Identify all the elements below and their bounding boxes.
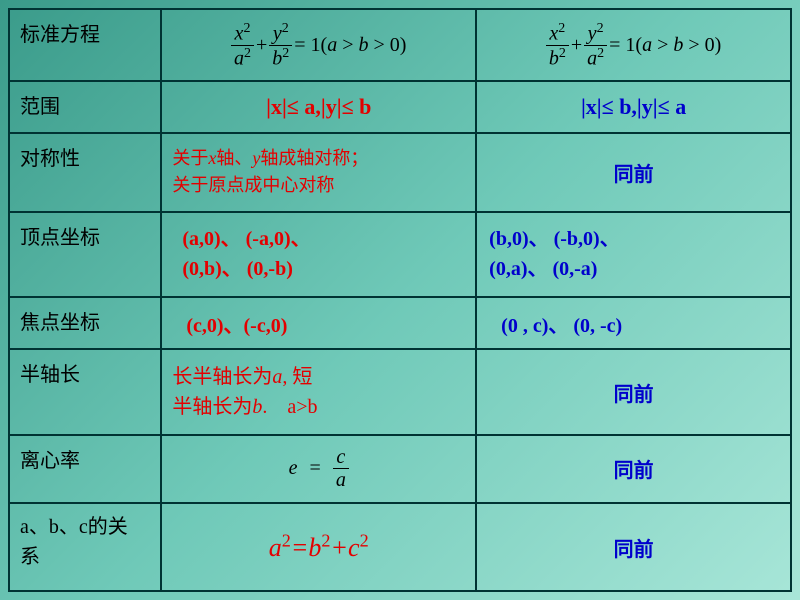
text-line: (b,0)、 (-b,0)、 [489, 224, 780, 254]
pythagorean-eq: a2=b2+c2 [269, 533, 369, 562]
ellipse-eq-y: x2b2 + y2a2 = 1(a > b > 0) [546, 21, 721, 69]
relation-cell: a2=b2+c2 [161, 503, 476, 591]
text-line: (0,b)、 (0,-b) [182, 254, 465, 284]
same-cell: 同前 [476, 349, 791, 435]
foci-cell: (c,0)、(-c,0) [161, 297, 476, 349]
vertices-cell: (a,0)、 (-a,0)、 (0,b)、 (0,-b) [161, 212, 476, 298]
table-row: a、b、c的关 系 a2=b2+c2 同前 [9, 503, 791, 591]
row-label: a、b、c的关 系 [9, 503, 161, 591]
text-line: 关于原点成中心对称 [172, 172, 465, 199]
table-row: 范围 |x|≤ a,|y|≤ b |x|≤ b,|y|≤ a [9, 81, 791, 133]
table-row: 对称性 关于x轴、y轴成轴对称； 关于原点成中心对称 同前 [9, 133, 791, 212]
eccentricity-eq: e = ca [289, 446, 349, 491]
text-line: (a,0)、 (-a,0)、 [182, 224, 465, 254]
ellipse-properties-table: 标准方程 x2a2 + y2b2 = 1(a > b > 0) x2b2 + y… [8, 8, 792, 592]
row-label: 标准方程 [9, 9, 161, 81]
semiaxis-cell: 长半轴长为a, 短 半轴长为b. a>b [161, 349, 476, 435]
text-line: (0,a)、 (0,-a) [489, 254, 780, 284]
range-cell: |x|≤ b,|y|≤ a [476, 81, 791, 133]
row-label: 范围 [9, 81, 161, 133]
row-label: 顶点坐标 [9, 212, 161, 298]
equation-cell: x2b2 + y2a2 = 1(a > b > 0) [476, 9, 791, 81]
text-line: 半轴长为b. a>b [172, 392, 465, 422]
table-row: 半轴长 长半轴长为a, 短 半轴长为b. a>b 同前 [9, 349, 791, 435]
same-cell: 同前 [476, 503, 791, 591]
row-label: 焦点坐标 [9, 297, 161, 349]
equation-cell: x2a2 + y2b2 = 1(a > b > 0) [161, 9, 476, 81]
vertices-cell: (b,0)、 (-b,0)、 (0,a)、 (0,-a) [476, 212, 791, 298]
eccentricity-cell: e = ca [161, 435, 476, 503]
foci-cell: (0 , c)、 (0, -c) [476, 297, 791, 349]
same-cell: 同前 [476, 133, 791, 212]
range-cell: |x|≤ a,|y|≤ b [161, 81, 476, 133]
same-cell: 同前 [476, 435, 791, 503]
text-line: 长半轴长为a, 短 [172, 362, 465, 392]
row-label: 离心率 [9, 435, 161, 503]
text-line: 系 [20, 542, 150, 572]
text-line: a、b、c的关 [20, 512, 150, 542]
text-line: 关于x轴、y轴成轴对称； [172, 145, 465, 172]
symmetry-cell: 关于x轴、y轴成轴对称； 关于原点成中心对称 [161, 133, 476, 212]
table-row: 离心率 e = ca 同前 [9, 435, 791, 503]
table-row: 焦点坐标 (c,0)、(-c,0) (0 , c)、 (0, -c) [9, 297, 791, 349]
ellipse-eq-x: x2a2 + y2b2 = 1(a > b > 0) [231, 21, 406, 69]
row-label: 半轴长 [9, 349, 161, 435]
table-row: 标准方程 x2a2 + y2b2 = 1(a > b > 0) x2b2 + y… [9, 9, 791, 81]
table-row: 顶点坐标 (a,0)、 (-a,0)、 (0,b)、 (0,-b) (b,0)、… [9, 212, 791, 298]
row-label: 对称性 [9, 133, 161, 212]
